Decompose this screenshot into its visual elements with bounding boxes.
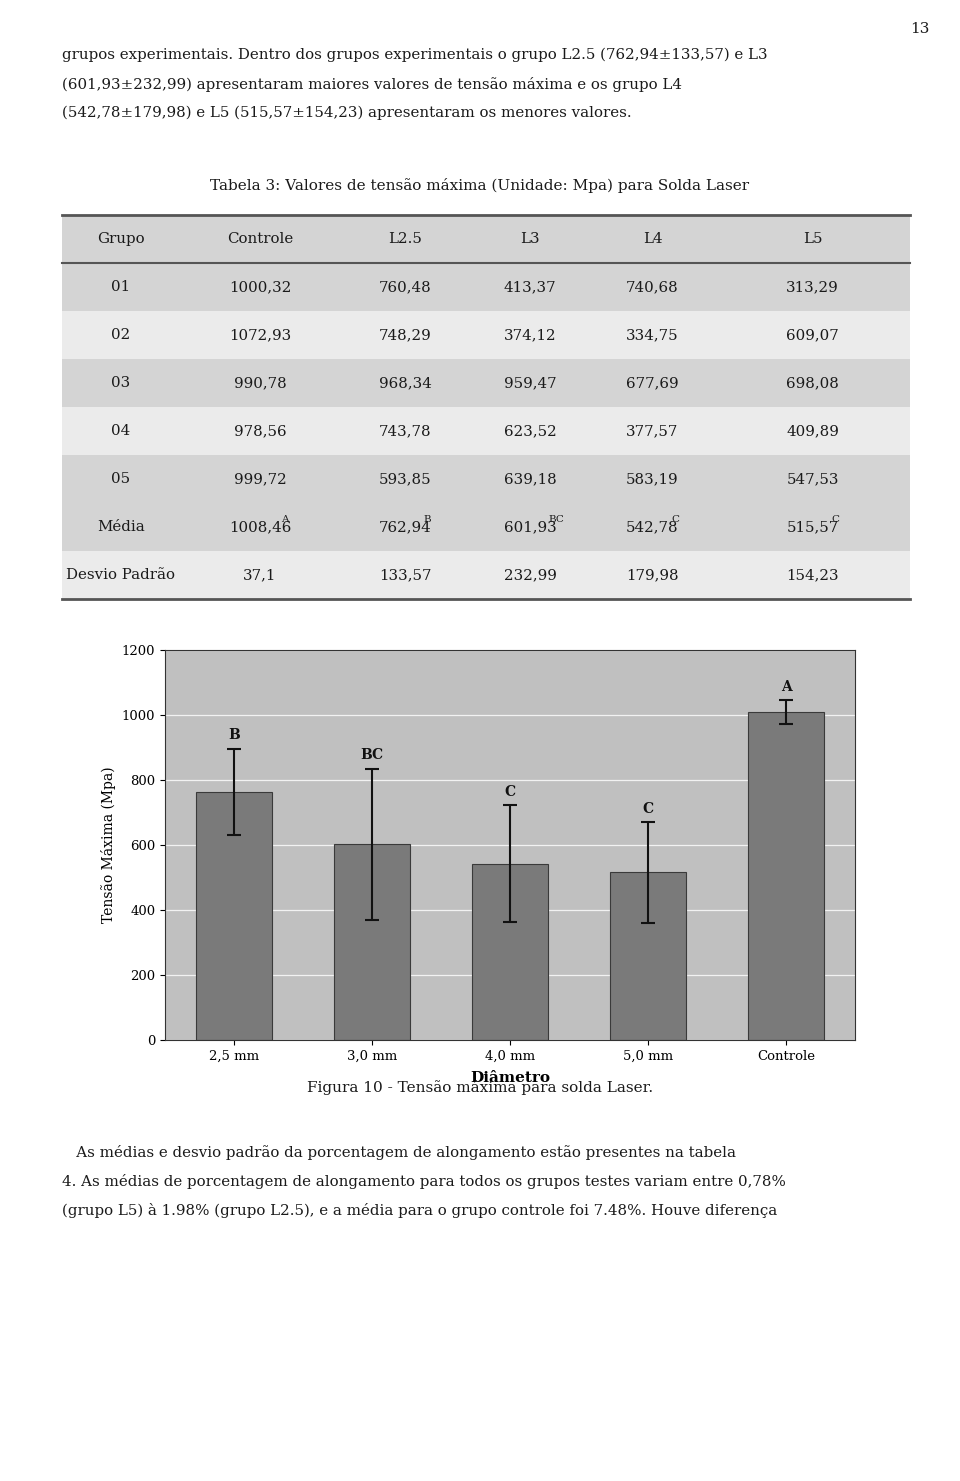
Text: Figura 10 - Tensão máxima para solda Laser.: Figura 10 - Tensão máxima para solda Las…: [307, 1080, 653, 1094]
Y-axis label: Tensão Máxima (Mpa): Tensão Máxima (Mpa): [101, 767, 116, 923]
Text: 601,93: 601,93: [504, 520, 557, 535]
Text: 374,12: 374,12: [504, 327, 556, 342]
Text: (601,93±232,99) apresentaram maiores valores de tensão máxima e os grupo L4: (601,93±232,99) apresentaram maiores val…: [62, 77, 682, 92]
Bar: [62, 264, 910, 311]
Text: 743,78: 743,78: [378, 424, 431, 438]
Text: 583,19: 583,19: [626, 472, 679, 486]
Text: 609,07: 609,07: [786, 327, 839, 342]
Text: BC: BC: [548, 514, 564, 523]
Text: 37,1: 37,1: [243, 569, 276, 582]
Text: BC: BC: [360, 748, 384, 763]
Text: 760,48: 760,48: [378, 280, 431, 295]
Bar: [334, 844, 410, 1040]
Text: 990,78: 990,78: [233, 376, 286, 390]
Text: C: C: [671, 514, 679, 523]
Bar: [62, 551, 910, 598]
Text: 154,23: 154,23: [786, 569, 839, 582]
Text: 999,72: 999,72: [233, 472, 286, 486]
Bar: [62, 455, 910, 504]
Bar: [196, 792, 272, 1040]
Text: (542,78±179,98) e L5 (515,57±154,23) apresentaram os menores valores.: (542,78±179,98) e L5 (515,57±154,23) apr…: [62, 105, 632, 120]
Text: 03: 03: [111, 376, 131, 390]
Text: 515,57: 515,57: [786, 520, 839, 535]
Text: 542,78: 542,78: [626, 520, 679, 535]
Bar: [748, 712, 824, 1040]
Text: 4. As médias de porcentagem de alongamento para todos os grupos testes variam en: 4. As médias de porcentagem de alongamen…: [62, 1174, 786, 1189]
Text: B: B: [423, 514, 431, 523]
Text: 313,29: 313,29: [786, 280, 839, 295]
Text: 179,98: 179,98: [626, 569, 679, 582]
Text: 377,57: 377,57: [626, 424, 679, 438]
Text: 05: 05: [111, 472, 131, 486]
Text: 232,99: 232,99: [504, 569, 557, 582]
Text: 334,75: 334,75: [626, 327, 679, 342]
Text: L3: L3: [520, 233, 540, 246]
Text: Desvio Padrão: Desvio Padrão: [66, 569, 176, 582]
Text: 698,08: 698,08: [786, 376, 839, 390]
Text: 978,56: 978,56: [233, 424, 286, 438]
Text: 04: 04: [111, 424, 131, 438]
Text: L4: L4: [642, 233, 662, 246]
Bar: [472, 863, 548, 1040]
Text: C: C: [504, 785, 516, 798]
Bar: [62, 311, 910, 358]
Text: grupos experimentais. Dentro dos grupos experimentais o grupo L2.5 (762,94±133,5: grupos experimentais. Dentro dos grupos …: [62, 47, 768, 62]
Text: L5: L5: [803, 233, 823, 246]
Text: Grupo: Grupo: [97, 233, 145, 246]
X-axis label: Diâmetro: Diâmetro: [470, 1071, 550, 1086]
Text: (grupo L5) à 1.98% (grupo L2.5), e a média para o grupo controle foi 7.48%. Houv: (grupo L5) à 1.98% (grupo L2.5), e a méd…: [62, 1203, 778, 1217]
Text: A: A: [281, 514, 289, 523]
Text: 959,47: 959,47: [504, 376, 556, 390]
Text: 677,69: 677,69: [626, 376, 679, 390]
Text: 740,68: 740,68: [626, 280, 679, 295]
Text: As médias e desvio padrão da porcentagem de alongamento estão presentes na tabel: As médias e desvio padrão da porcentagem…: [62, 1145, 736, 1160]
Bar: [62, 215, 910, 264]
Text: 762,94: 762,94: [378, 520, 431, 535]
Text: 409,89: 409,89: [786, 424, 839, 438]
Text: 133,57: 133,57: [379, 569, 431, 582]
Text: 593,85: 593,85: [378, 472, 431, 486]
Text: 968,34: 968,34: [378, 376, 431, 390]
Bar: [610, 872, 686, 1040]
Text: C: C: [642, 801, 654, 816]
Text: C: C: [831, 514, 839, 523]
Text: Tabela 3: Valores de tensão máxima (Unidade: Mpa) para Solda Laser: Tabela 3: Valores de tensão máxima (Unid…: [210, 178, 750, 193]
Text: 01: 01: [111, 280, 131, 295]
Bar: [62, 358, 910, 407]
Bar: [62, 504, 910, 551]
Text: 1072,93: 1072,93: [228, 327, 291, 342]
Text: 639,18: 639,18: [504, 472, 557, 486]
Text: 13: 13: [911, 22, 930, 36]
Text: 748,29: 748,29: [378, 327, 431, 342]
Text: 623,52: 623,52: [504, 424, 557, 438]
Text: L2.5: L2.5: [388, 233, 422, 246]
Text: 1000,32: 1000,32: [228, 280, 291, 295]
Text: 1008,46: 1008,46: [228, 520, 291, 535]
Text: 547,53: 547,53: [786, 472, 839, 486]
Text: 02: 02: [111, 327, 131, 342]
Text: A: A: [780, 680, 791, 693]
Text: B: B: [228, 729, 240, 742]
Text: Controle: Controle: [227, 233, 293, 246]
Text: Média: Média: [97, 520, 145, 535]
Bar: [62, 407, 910, 455]
Text: 413,37: 413,37: [504, 280, 556, 295]
